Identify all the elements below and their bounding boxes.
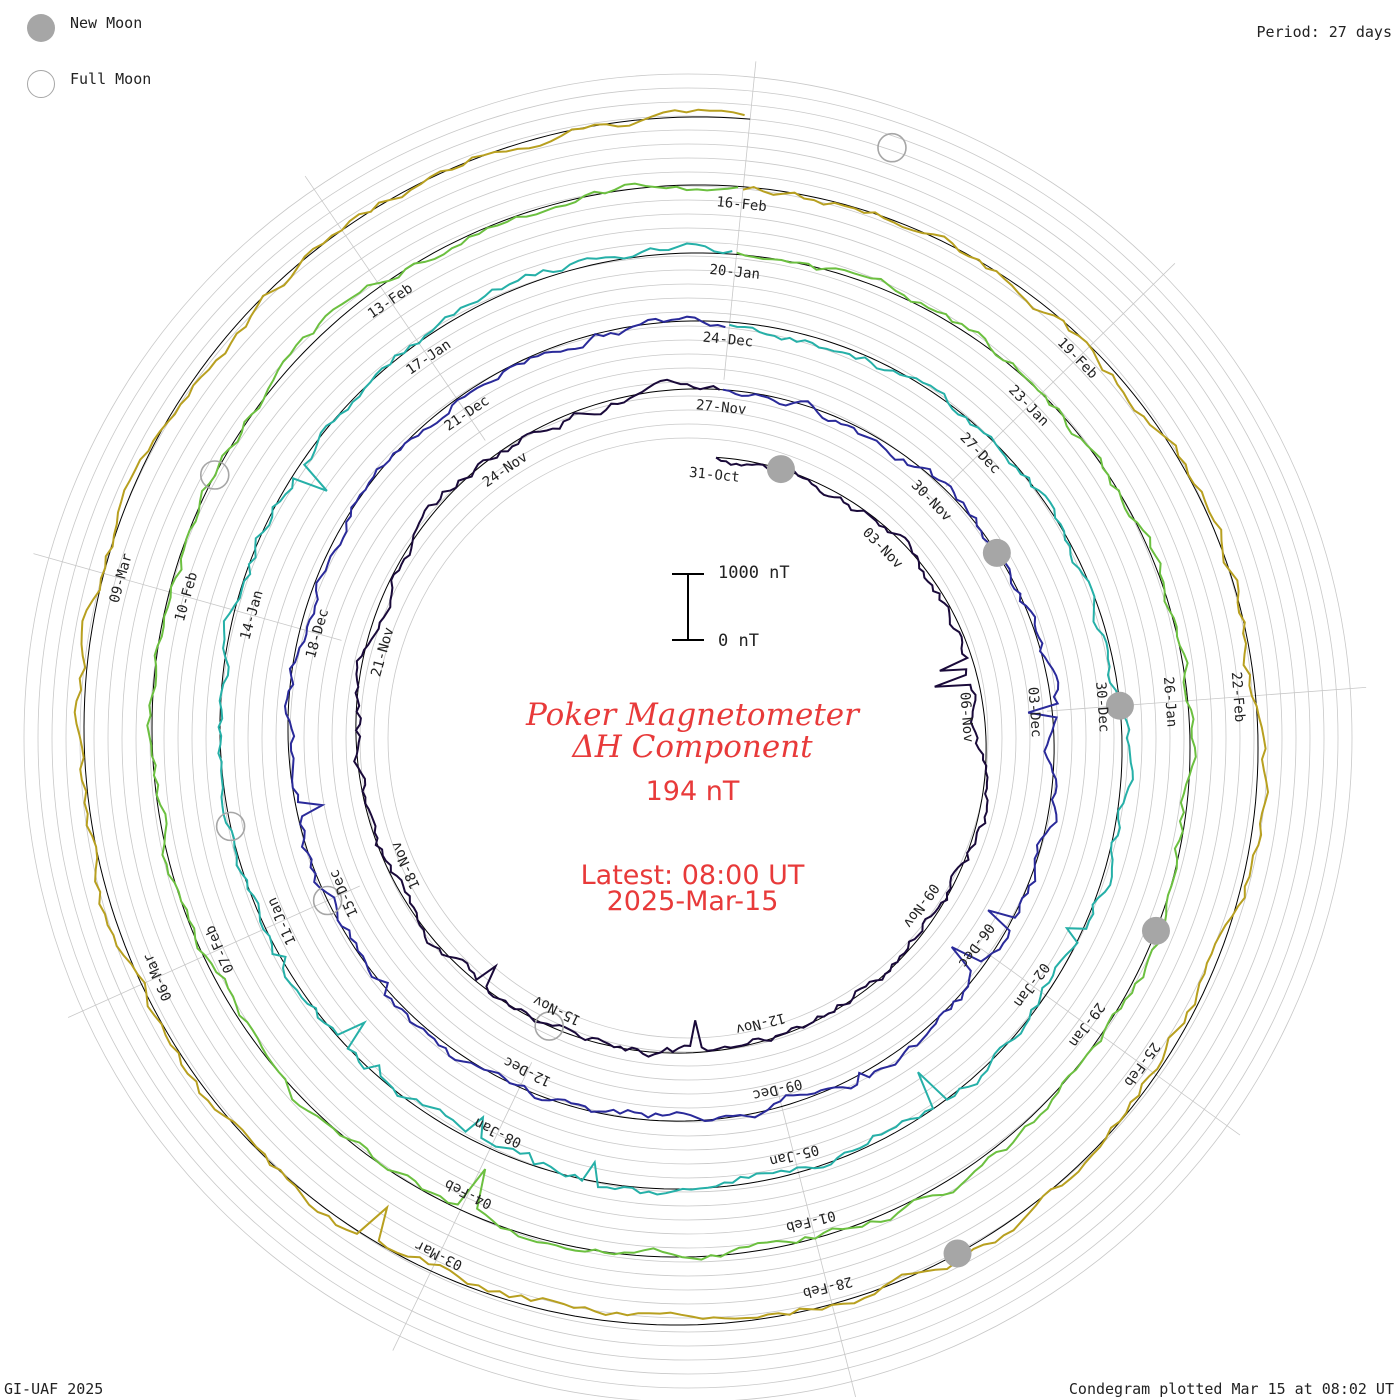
full-moon-legend-label: Full Moon [70,70,152,88]
grid-spoke [980,947,1241,1136]
new-moon-marker [766,455,795,484]
latest-time: Latest: 08:00 UT [580,860,805,891]
series-line-cycle-4 [146,182,1197,1261]
footer-plot-time: Condegram plotted Mar 15 at 08:02 UT [1068,1380,1394,1398]
grid-ring [261,311,1115,1165]
date-label: 21-Nov [368,626,397,679]
latest-date: 2025-Mar-15 [606,886,779,917]
date-label: 20-Jan [709,262,761,283]
date-label: 03-Nov [859,525,906,572]
date-label: 08-Jan [472,1114,525,1150]
date-label: 28-Feb [801,1273,854,1301]
grid-spoke [392,1062,533,1351]
date-label: 03-Mar [413,1237,466,1273]
grid-ring [345,395,1031,1081]
date-label: 23-Jan [1005,382,1052,429]
chart-title-line1: Poker Magnetometer [526,697,859,733]
date-label: 19-Feb [1054,335,1101,382]
period-label: Period: 27 days [1256,23,1392,41]
date-label: 09-Dec [751,1075,804,1103]
grid-ring [163,213,1213,1263]
series-layer [73,108,1270,1326]
grid-ring [303,353,1073,1123]
date-label: 17-Jan [403,337,454,379]
date-label: 31-Oct [688,465,740,486]
scale-bar-top-label: 1000 nT [718,563,790,583]
new-moon-legend-label: New Moon [70,14,143,32]
new-moon-marker [982,538,1011,567]
full-moon-marker [534,1011,564,1041]
date-label: 06-Dec [955,920,998,970]
date-label: 26-Jan [1160,676,1180,728]
grid-ring [289,339,1087,1137]
grid-ring [121,171,1255,1305]
grid-spoke [304,175,486,441]
scale-bar [672,573,704,641]
chart-title-line2: ΔH Component [572,729,813,765]
new-moon-icon [27,14,55,42]
grid-ring [233,283,1143,1193]
full-moon-marker [215,811,246,842]
date-label: 10-Feb [172,570,201,623]
footer-credit: GI-UAF 2025 [4,1380,104,1398]
grid-ring [317,367,1059,1109]
grid-ring [37,87,1339,1389]
grid-spoke [33,553,342,641]
series-line-cycle-2 [283,315,1060,1123]
grid-ring [51,101,1325,1375]
full-moon-marker [312,885,343,916]
grid-ring [205,255,1171,1221]
grid-spoke [945,263,1176,487]
grid-ring [331,381,1045,1095]
grid-ring [247,297,1129,1179]
full-moon-icon [27,70,55,98]
current-value: 194 nT [645,776,740,807]
date-label: 24-Nov [480,449,531,491]
new-moon-marker [1105,691,1134,720]
series-line-cycle-5 [73,108,1270,1320]
date-label: 09-Mar [107,552,136,605]
date-label: 16-Feb [716,194,768,215]
grid-ring [373,423,1003,1053]
date-label: 12-Nov [734,1009,787,1037]
grid-ring [275,325,1101,1151]
grid-spoke [1046,686,1367,712]
grid-ring [191,241,1185,1235]
grid-ring [107,157,1269,1319]
date-label: 25-Feb [1120,1039,1163,1089]
date-label: 24-Dec [702,330,754,351]
date-label: 13-Feb [365,280,416,322]
grid-spoke [776,1086,857,1398]
grid-ring [387,437,989,1039]
series-line-cycle-3 [217,242,1134,1196]
date-label: 30-Dec [1092,681,1112,733]
full-moon-marker [877,132,907,163]
grid-ring [65,115,1311,1361]
moon-layer [199,132,1170,1268]
grid-ring [23,73,1353,1400]
scale-bar-bottom-label: 0 nT [718,631,759,651]
series-line-cycle-1 [353,378,989,1058]
date-label: 27-Nov [695,397,747,418]
grid-ring [135,185,1241,1291]
date-label: 03-Dec [1024,686,1044,738]
grid-ring [177,227,1199,1249]
date-label: 06-Nov [956,691,976,743]
full-moon-marker [199,460,230,490]
date-label: 04-Feb [442,1175,495,1211]
date-label: 22-Feb [1228,671,1248,723]
date-label: 07-Feb [202,923,237,976]
grid-spoke [723,61,757,380]
grid-ring [93,143,1283,1333]
new-moon-marker [1141,916,1170,945]
new-moon-marker [943,1239,972,1268]
grid-spoke [67,885,360,1018]
